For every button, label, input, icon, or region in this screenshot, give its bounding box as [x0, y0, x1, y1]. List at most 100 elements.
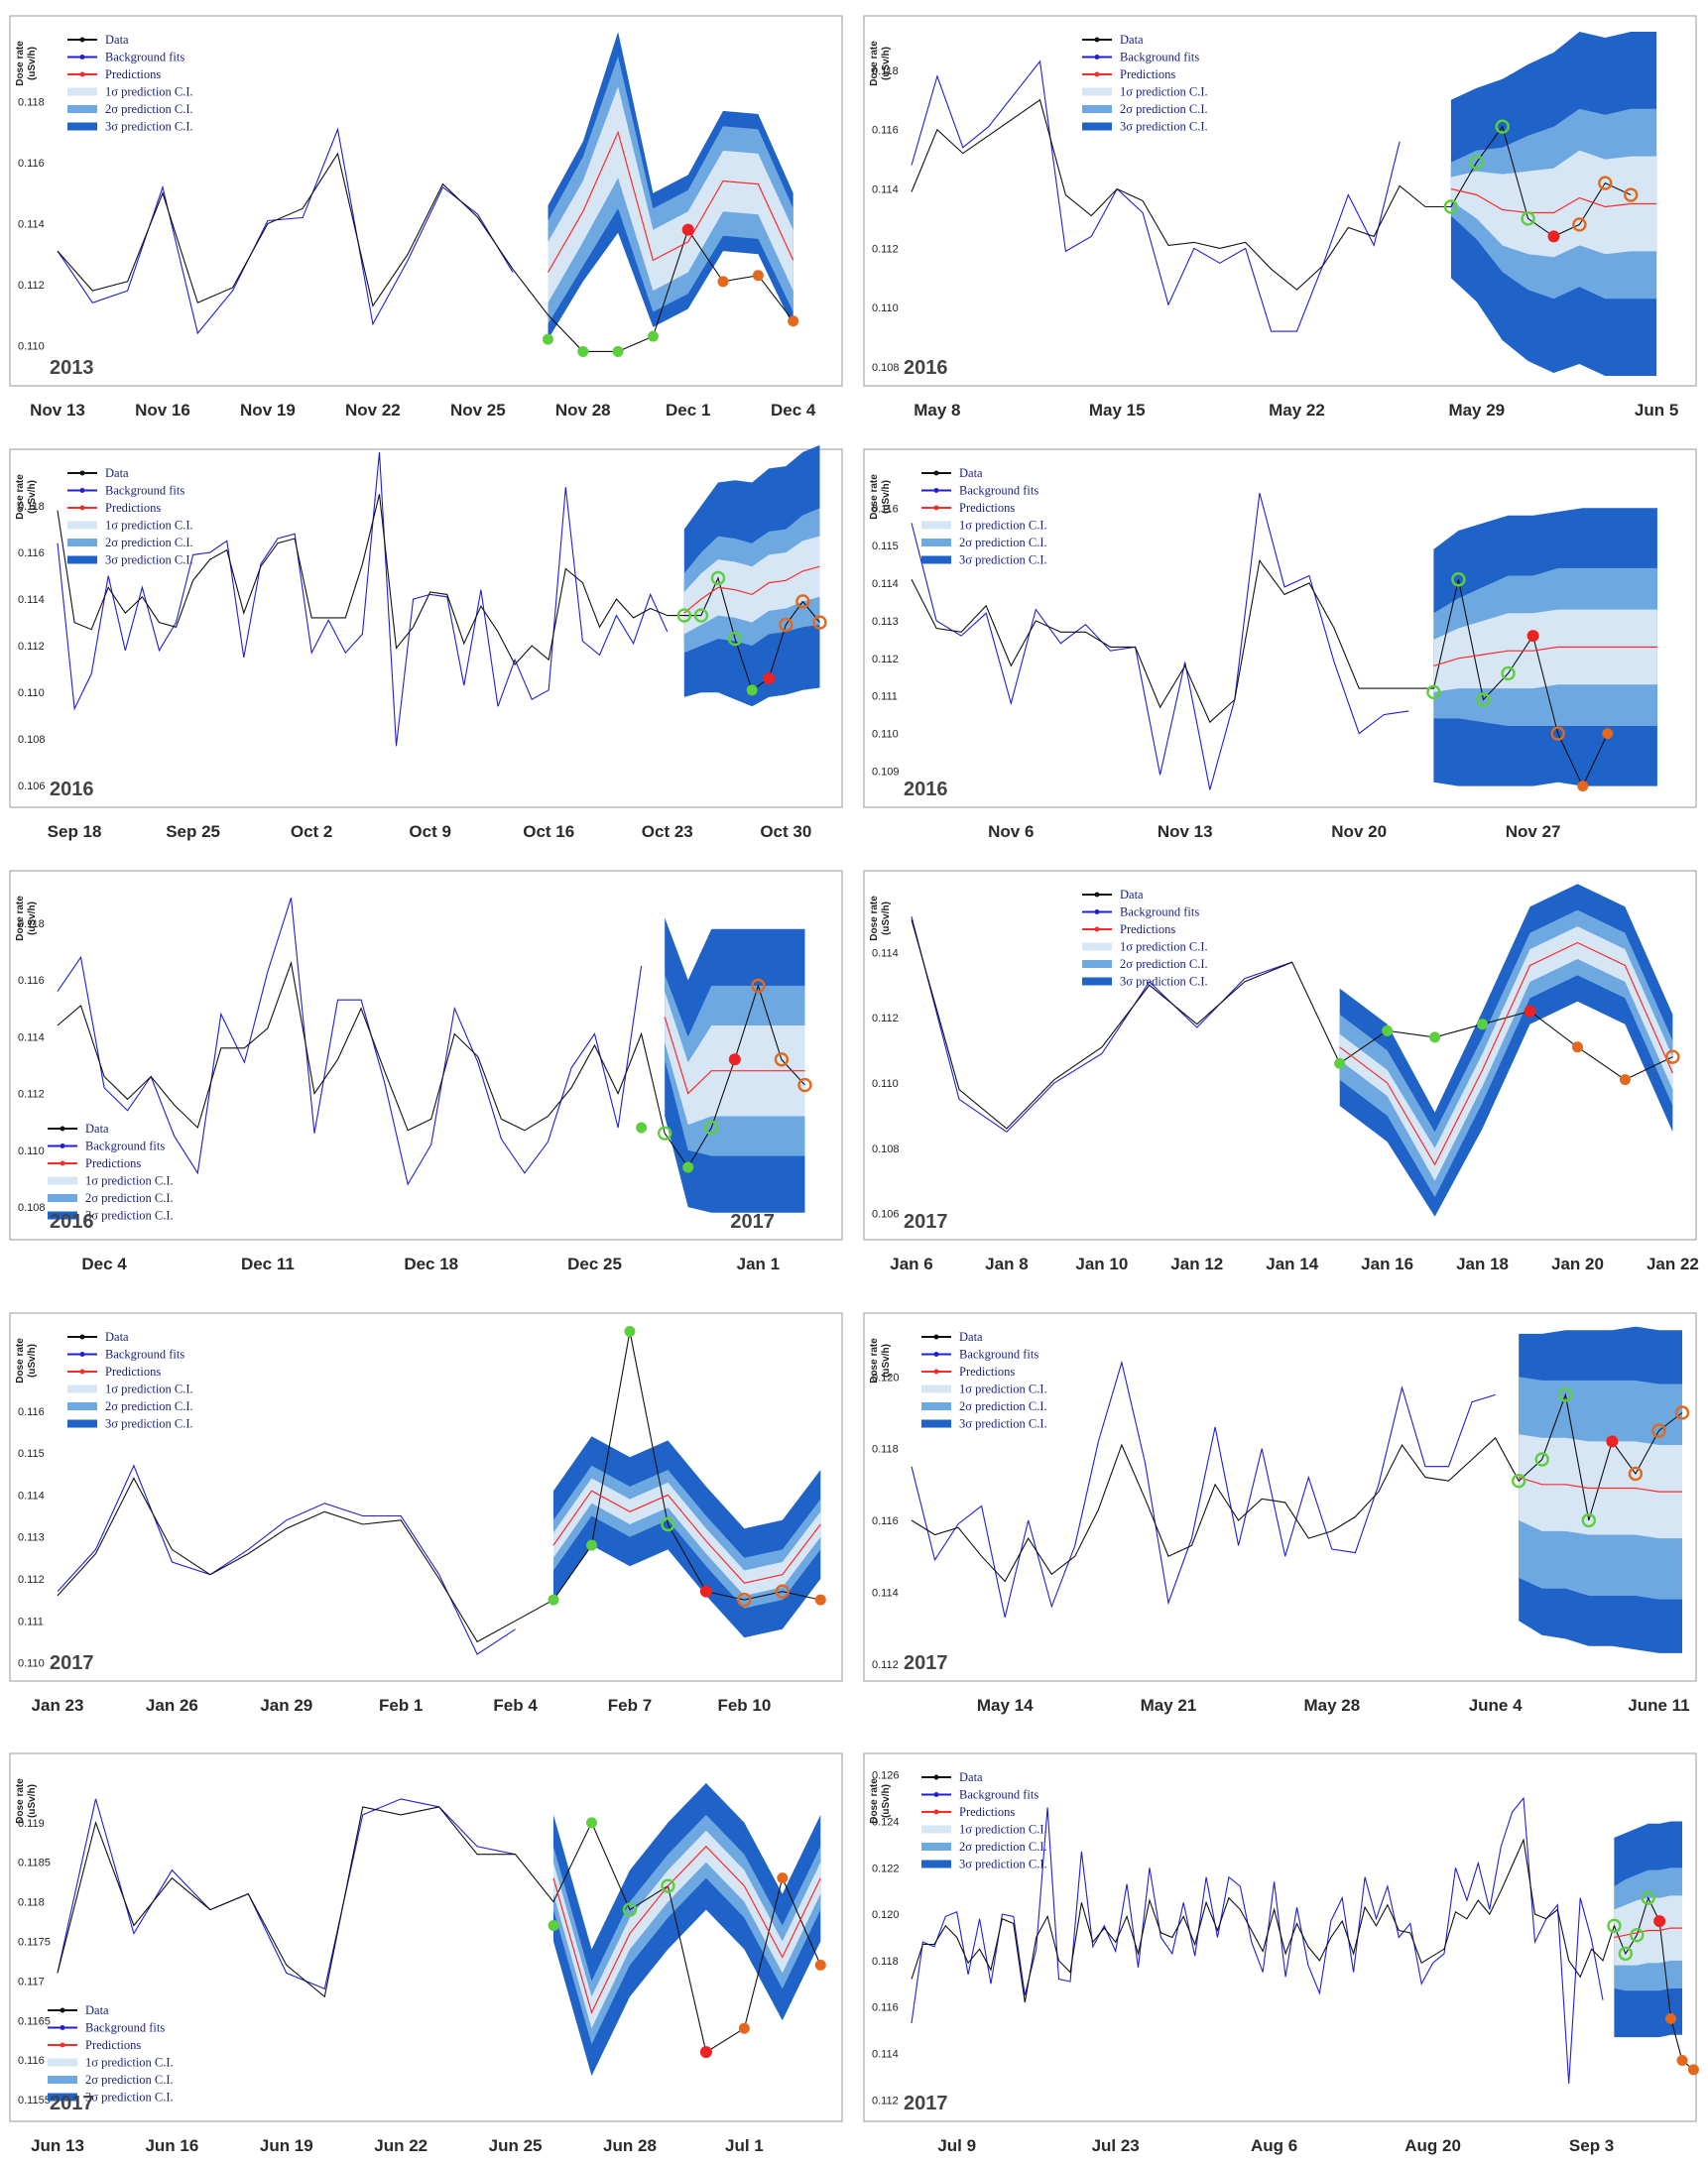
x-tick-label: Sep 3 — [1569, 2136, 1614, 2155]
observation-in-ci-marker — [1501, 665, 1516, 681]
plot-frame — [9, 870, 843, 1241]
legend-label: 3σ prediction C.I. — [959, 1417, 1047, 1431]
legend-label: 3σ prediction C.I. — [85, 1209, 174, 1223]
y-axis-label: Dose rate — [15, 474, 26, 520]
y-tick-label: 0.116 — [872, 1515, 899, 1527]
observation-out-ci-marker — [1602, 728, 1614, 740]
observation-in-ci-marker — [661, 1516, 675, 1532]
x-tick-label: Jan 8 — [985, 1255, 1028, 1273]
observation-in-ci-marker — [1443, 199, 1459, 214]
x-tick-label: Jun 25 — [489, 2136, 543, 2155]
legend-swatch-prediction-dot — [79, 505, 85, 511]
observation-out-ci-marker — [751, 978, 766, 994]
legend-swatch-ci1 — [67, 1384, 97, 1393]
legend-label: 2σ prediction C.I. — [105, 536, 193, 549]
legend-swatch-prediction-dot — [60, 1160, 65, 1166]
y-tick-label: 0.112 — [18, 641, 45, 653]
legend-label: 3σ prediction C.I. — [1120, 120, 1208, 134]
legend-swatch-background-dot — [1094, 909, 1100, 914]
legend-swatch-ci3 — [48, 2093, 77, 2102]
x-tick-label: Dec 11 — [241, 1255, 295, 1273]
legend-label: 1σ prediction C.I. — [85, 2056, 174, 2070]
legend-label: 2σ prediction C.I. — [1120, 957, 1208, 971]
ci2-band — [1339, 909, 1673, 1198]
chart-svg-10: Dose rate (uSv/h) 0.112 0.114 0.116 0.118 0.12… — [863, 1752, 1699, 2155]
chart-svg-2: Dose rate (uSv/h) 0.108 0.110 0.112 0.114 0.11… — [863, 15, 1697, 420]
chart-panel-10: Dose rate (uSv/h) 0.112 0.114 0.116 0.118 0.12… — [854, 1738, 1708, 2167]
legend-label: 2σ prediction C.I. — [959, 1840, 1047, 1854]
y-tick-label: 0.112 — [872, 1013, 899, 1024]
trigger-marker — [1606, 1435, 1619, 1448]
x-tick-label: Dec 4 — [81, 1255, 127, 1273]
y-tick-label: 0.116 — [872, 503, 899, 515]
x-tick-label: Nov 13 — [30, 401, 85, 420]
trigger-marker — [699, 1585, 712, 1598]
legend-swatch-background-dot — [79, 1352, 85, 1357]
y-tick-label: 0.1165 — [18, 2015, 51, 2027]
y-tick-label: 0.111 — [18, 1616, 44, 1627]
legend-label: Data — [85, 1122, 109, 1136]
legend-swatch-prediction-dot — [79, 71, 85, 77]
legend-label: Data — [105, 466, 129, 480]
legend-label: 1σ prediction C.I. — [959, 519, 1047, 533]
y-tick-label: 0.116 — [18, 547, 45, 559]
ci1-band — [553, 1478, 821, 1596]
y-axis-label: Dose rate — [869, 474, 880, 520]
y-tick-label: 0.118 — [18, 501, 45, 513]
observation-out-ci-marker — [814, 1594, 826, 1606]
x-tick-label: May 29 — [1448, 401, 1505, 420]
prediction-line — [1614, 1927, 1682, 1939]
x-tick-label: May 21 — [1141, 1696, 1197, 1715]
legend-label: Predictions — [959, 1365, 1015, 1379]
y-tick-label: 0.112 — [18, 1089, 45, 1101]
legend: Data Background fits Predictions 1σ predict… — [1082, 33, 1208, 134]
x-tick-label: Dec 1 — [666, 401, 710, 420]
observation-in-ci-marker — [1477, 1019, 1489, 1030]
x-tick-label: Jul 1 — [725, 2136, 764, 2155]
x-tick-label: Oct 16 — [523, 822, 574, 841]
legend-label: 1σ prediction C.I. — [85, 1174, 174, 1188]
year-label: 2016 — [904, 357, 948, 379]
data-line — [57, 1806, 821, 2054]
legend-label: Background fits — [1120, 51, 1199, 64]
x-tick-label: May 22 — [1269, 401, 1325, 420]
y-tick-label: 0.109 — [872, 766, 900, 778]
legend-label: 1σ prediction C.I. — [1120, 940, 1208, 954]
chart-panel-2: Dose rate (uSv/h) 0.108 0.110 0.112 0.114 0.11… — [854, 0, 1708, 431]
legend: Data Background fits Predictions 1σ predict… — [921, 1770, 1047, 1871]
y-tick-label: 0.112 — [872, 654, 899, 665]
legend: Data Background fits Predictions 1σ predict… — [1082, 888, 1208, 989]
legend-swatch-data-dot — [60, 2007, 65, 2013]
legend-label: 1σ prediction C.I. — [105, 85, 193, 99]
y-tick-label: 0.116 — [872, 125, 899, 137]
legend-swatch-ci1 — [48, 1176, 77, 1185]
observation-in-ci-marker — [548, 1594, 559, 1606]
legend-swatch-background-dot — [933, 488, 939, 493]
x-tick-label: Jan 1 — [737, 1255, 780, 1273]
observation-out-ci-marker — [1598, 176, 1613, 190]
x-tick-label: Jun 28 — [603, 2136, 657, 2155]
x-tick-label: Aug 6 — [1251, 2136, 1297, 2155]
legend-label: Data — [959, 1770, 983, 1784]
observation-in-ci-marker — [622, 1902, 638, 1917]
ci1-band — [683, 536, 820, 635]
x-tick-label: June 11 — [1628, 1696, 1689, 1715]
legend-swatch-data-dot — [933, 1334, 939, 1340]
legend-swatch-background-dot — [1094, 55, 1100, 60]
y-tick-label: 0.124 — [872, 1817, 900, 1829]
data-line — [57, 1331, 821, 1643]
legend-swatch-ci1 — [67, 87, 97, 96]
legend-label: Background fits — [85, 2021, 165, 2035]
prediction-line — [552, 1845, 821, 2014]
y-tick-label: 0.113 — [872, 616, 899, 628]
y-axis-label: Dose rate — [869, 896, 880, 941]
legend-label: 2σ prediction C.I. — [1120, 102, 1208, 116]
legend-label: Data — [1120, 888, 1144, 902]
observation-out-ci-marker — [775, 1584, 791, 1599]
y-tick-label: 0.116 — [18, 2055, 45, 2067]
x-tick-label: Nov 13 — [1158, 822, 1213, 841]
x-tick-label: Nov 22 — [345, 401, 401, 420]
x-tick-label: May 15 — [1089, 401, 1146, 420]
x-tick-label: Oct 9 — [409, 822, 451, 841]
x-tick-label: Jun 5 — [1635, 401, 1678, 420]
